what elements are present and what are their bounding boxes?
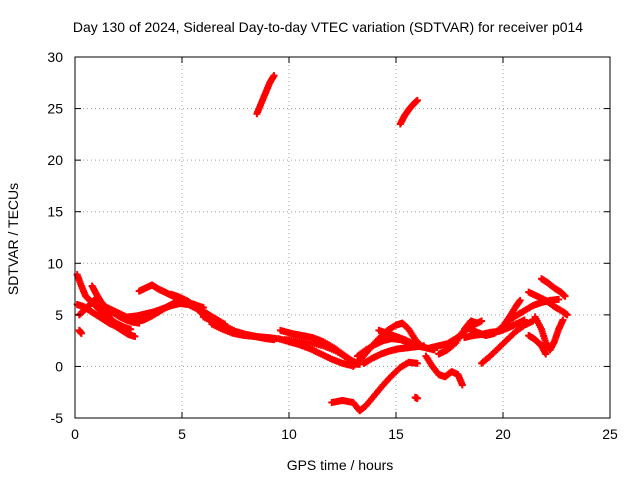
series-arc-11 xyxy=(208,320,278,344)
data-point xyxy=(555,295,563,303)
data-point xyxy=(114,323,122,331)
y-tick-label: 20 xyxy=(47,152,63,168)
data-point xyxy=(413,96,421,104)
series-arc-21 xyxy=(396,96,421,128)
y-tick-label: 10 xyxy=(47,255,63,271)
data-point xyxy=(131,333,139,341)
series-arc-15 xyxy=(281,336,361,368)
x-axis-label: GPS time / hours xyxy=(287,457,394,473)
y-tick-label: 25 xyxy=(47,101,63,117)
x-tick-label: 0 xyxy=(71,426,79,442)
series-arc-12 xyxy=(253,72,278,118)
y-tick-label: 5 xyxy=(55,307,63,323)
series-arc-30 xyxy=(525,288,571,319)
series-arc-16 xyxy=(328,358,421,415)
x-tick-label: 25 xyxy=(602,426,618,442)
data-point xyxy=(561,292,569,300)
data-point xyxy=(270,336,278,344)
series-arc-5 xyxy=(75,326,85,337)
x-tick-label: 10 xyxy=(281,426,297,442)
series-arc-33 xyxy=(525,331,550,358)
data-point xyxy=(516,296,524,304)
data-point xyxy=(542,350,550,358)
y-tick-label: 15 xyxy=(47,204,63,220)
axes: 0 5 10 15 20 25 -5 0 5 10 15 20 25 30 xyxy=(47,49,618,442)
plot-frame xyxy=(74,56,611,419)
data-point xyxy=(127,325,135,333)
data-point xyxy=(413,394,421,402)
series-arc-2 xyxy=(73,301,139,341)
x-tick-label: 5 xyxy=(178,426,186,442)
grid xyxy=(75,57,610,418)
data-point xyxy=(559,316,567,324)
series-arc-23 xyxy=(422,352,466,389)
series-arc-31 xyxy=(531,313,567,354)
series-arc-32 xyxy=(538,275,569,300)
x-tick-label: 15 xyxy=(388,426,404,442)
data-point xyxy=(420,342,428,350)
data-point xyxy=(478,317,486,325)
y-tick-label: 30 xyxy=(47,49,63,65)
x-tick-label: 20 xyxy=(495,426,511,442)
series-arc-20 xyxy=(375,326,417,348)
data-points xyxy=(73,72,571,415)
data-point xyxy=(458,381,466,389)
series-arc-22 xyxy=(411,393,421,402)
series-arc-28 xyxy=(478,317,537,367)
y-tick-label: 0 xyxy=(55,358,63,374)
y-tick-label: -5 xyxy=(51,410,64,426)
data-point xyxy=(473,319,481,327)
data-point xyxy=(563,311,571,319)
data-point xyxy=(413,359,421,367)
y-axis-label: SDTVAR / TECUs xyxy=(5,183,21,295)
series-arc-19 xyxy=(360,342,428,367)
data-point xyxy=(270,72,278,80)
data-point xyxy=(77,329,85,337)
data-point xyxy=(409,340,417,348)
chart-title: Day 130 of 2024, Sidereal Day-to-day VTE… xyxy=(73,19,583,35)
series-arc-25 xyxy=(435,317,481,358)
